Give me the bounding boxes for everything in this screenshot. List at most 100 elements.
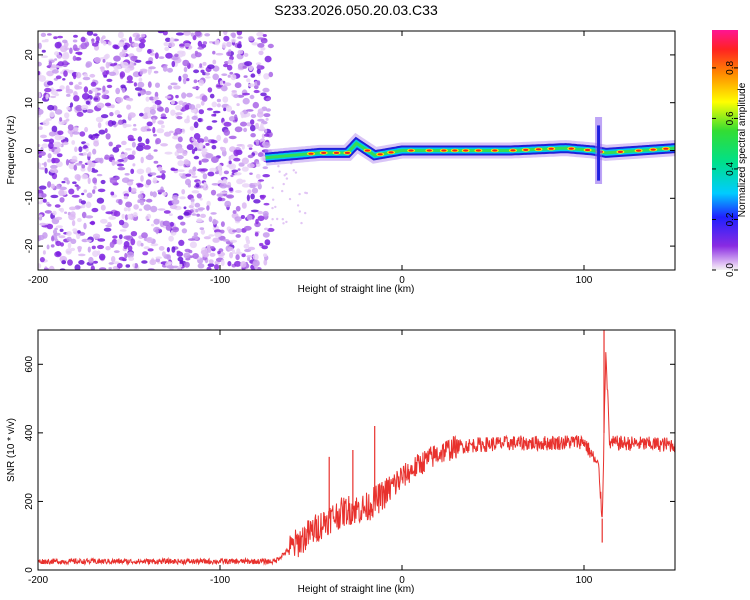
noise-dot bbox=[226, 194, 235, 199]
noise-dot bbox=[155, 138, 162, 145]
signal-hotspot-core bbox=[523, 148, 529, 151]
noise-dot bbox=[99, 267, 107, 270]
noise-dot bbox=[51, 148, 55, 153]
noise-dot bbox=[220, 221, 225, 228]
noise-dot bbox=[115, 176, 120, 180]
noise-dot bbox=[52, 157, 60, 164]
noise-dot bbox=[172, 135, 180, 140]
noise-dot bbox=[233, 157, 241, 162]
noise-dot bbox=[76, 111, 84, 117]
colorbar-tick-label: 0.2 bbox=[725, 212, 736, 226]
noise-dot bbox=[51, 235, 55, 242]
noise-dot bbox=[210, 212, 217, 215]
noise-dot bbox=[130, 168, 135, 174]
noise-dot bbox=[294, 171, 298, 174]
noise-dot bbox=[235, 234, 241, 238]
snr-ytick-label: 400 bbox=[24, 424, 35, 441]
noise-dot bbox=[42, 250, 46, 255]
noise-dot bbox=[71, 194, 80, 198]
noise-dot bbox=[42, 232, 48, 239]
noise-dot bbox=[184, 42, 191, 48]
noise-dot bbox=[298, 192, 301, 196]
noise-dot bbox=[143, 112, 148, 116]
snr-frame bbox=[37, 329, 676, 571]
noise-dot bbox=[70, 211, 76, 218]
noise-dot bbox=[103, 54, 109, 60]
noise-dot bbox=[108, 267, 112, 270]
noise-dot bbox=[296, 204, 300, 207]
noise-dot bbox=[73, 95, 80, 102]
noise-dot bbox=[221, 42, 227, 49]
noise-dot bbox=[240, 215, 245, 219]
noise-dot bbox=[113, 250, 120, 254]
noise-dot bbox=[234, 216, 242, 222]
noise-dot bbox=[108, 141, 113, 147]
noise-dot bbox=[175, 94, 179, 99]
noise-dot bbox=[78, 260, 85, 265]
noise-dot bbox=[89, 73, 96, 78]
noise-dot bbox=[184, 248, 191, 253]
noise-dot bbox=[154, 91, 159, 98]
signal-hotspot-core bbox=[617, 150, 624, 153]
noise-dot bbox=[193, 133, 201, 140]
noise-dot bbox=[67, 242, 72, 249]
noise-dot bbox=[131, 150, 136, 156]
noise-dot bbox=[109, 241, 115, 248]
noise-dot bbox=[173, 85, 181, 90]
noise-dot bbox=[196, 213, 200, 217]
noise-dot bbox=[61, 260, 67, 265]
noise-dot bbox=[236, 31, 243, 36]
noise-dot bbox=[50, 183, 55, 189]
noise-dot bbox=[137, 193, 144, 199]
noise-dot bbox=[227, 74, 231, 78]
noise-dot bbox=[209, 167, 217, 172]
noise-dot bbox=[216, 193, 224, 198]
noise-dot bbox=[250, 193, 255, 200]
noise-dot bbox=[177, 160, 184, 167]
noise-dot bbox=[41, 193, 47, 198]
noise-dot bbox=[158, 246, 165, 251]
noise-dot bbox=[254, 232, 259, 237]
noise-dot bbox=[46, 244, 50, 250]
noise-dot bbox=[203, 181, 207, 188]
noise-dot bbox=[257, 118, 265, 122]
noise-dot bbox=[247, 246, 256, 251]
noise-dot bbox=[111, 120, 117, 126]
noise-dot bbox=[127, 245, 133, 252]
noise-dot bbox=[200, 229, 206, 235]
noise-dot bbox=[141, 232, 148, 239]
noise-dot bbox=[215, 52, 224, 56]
noise-dot bbox=[274, 205, 277, 209]
noise-dot bbox=[211, 156, 219, 164]
noise-dot bbox=[200, 43, 207, 48]
noise-dot bbox=[83, 73, 89, 78]
noise-dot bbox=[177, 215, 184, 220]
noise-dot bbox=[58, 235, 66, 239]
noise-dot bbox=[50, 244, 55, 248]
noise-dot bbox=[181, 228, 188, 234]
noise-dot bbox=[149, 108, 156, 115]
noise-dot bbox=[146, 198, 153, 203]
noise-dot bbox=[124, 173, 130, 176]
heatmap-xtick-label: 100 bbox=[576, 275, 593, 286]
noise-dot bbox=[180, 221, 186, 226]
noise-dot bbox=[38, 75, 46, 82]
noise-dot bbox=[245, 235, 250, 242]
noise-dot bbox=[305, 191, 308, 195]
noise-dot bbox=[87, 177, 91, 185]
noise-dot bbox=[165, 52, 173, 59]
noise-dot bbox=[223, 170, 229, 175]
noise-dot bbox=[261, 245, 269, 250]
noise-dot bbox=[265, 108, 271, 112]
noise-dot bbox=[128, 36, 133, 44]
noise-dot bbox=[200, 213, 206, 218]
noise-dot bbox=[73, 164, 78, 171]
noise-dot bbox=[54, 58, 58, 61]
colorbar-gradient bbox=[712, 30, 738, 270]
noise-dot bbox=[263, 73, 270, 80]
noise-dot bbox=[111, 256, 116, 263]
noise-dot bbox=[153, 149, 158, 152]
noise-dot bbox=[108, 262, 114, 265]
noise-dot bbox=[140, 156, 144, 164]
heatmap-xtick-label: -200 bbox=[28, 275, 48, 286]
